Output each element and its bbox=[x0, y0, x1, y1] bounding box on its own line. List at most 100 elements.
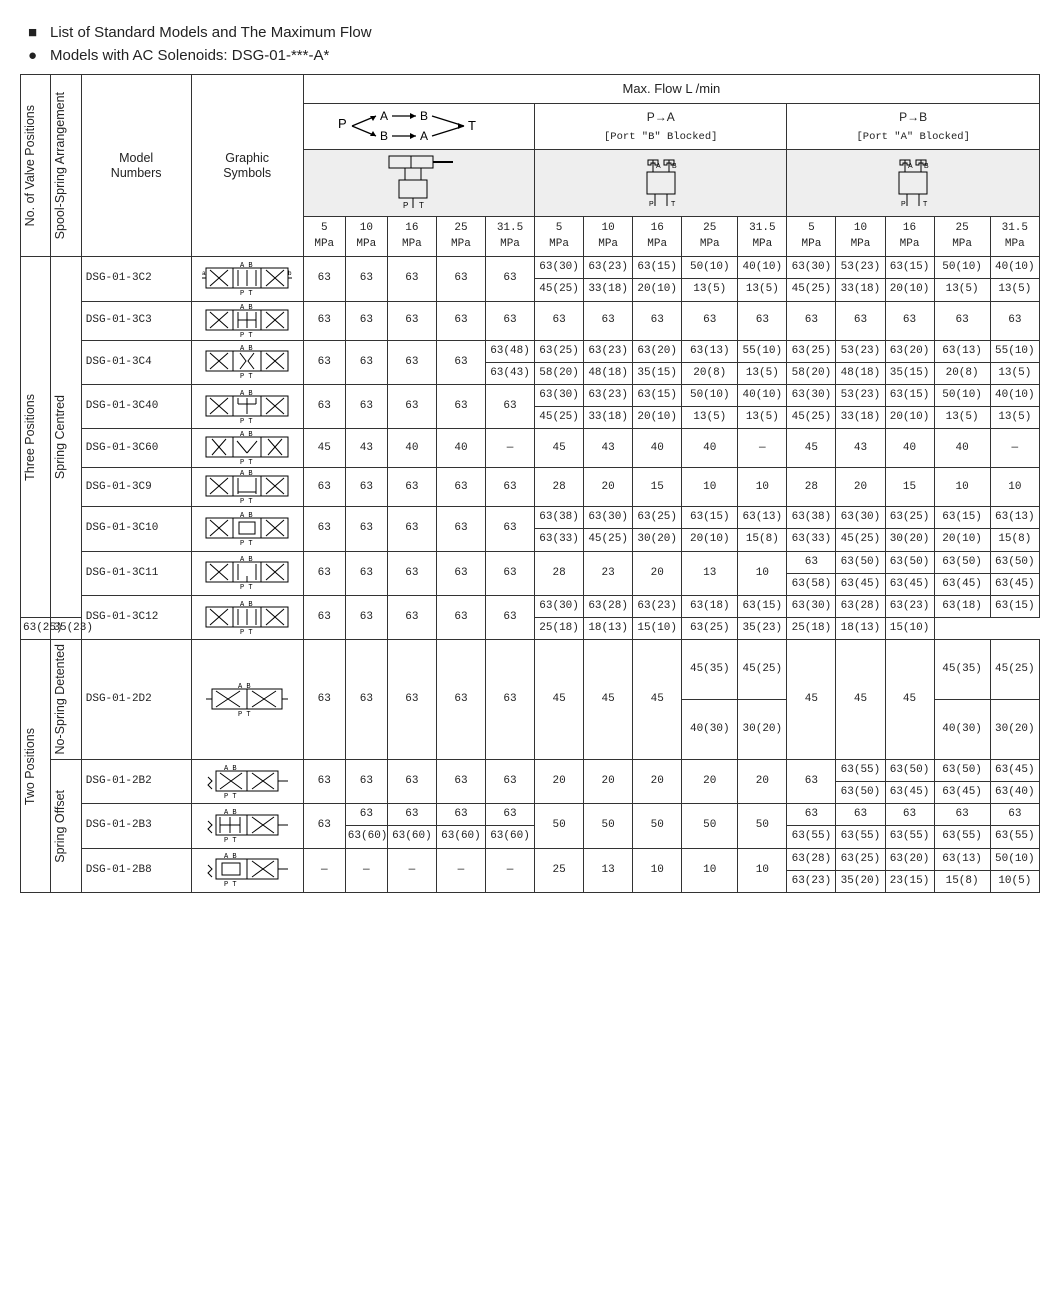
cell: 63 bbox=[787, 759, 836, 803]
hdr-pressure: 5MPa bbox=[787, 217, 836, 257]
svg-text:A: A bbox=[908, 163, 913, 170]
arrow-diagram-icon: P A B B A T bbox=[334, 108, 504, 144]
cell: 13(5) bbox=[738, 407, 787, 429]
cell: 63 bbox=[345, 468, 387, 507]
cell: 13(5) bbox=[990, 362, 1039, 384]
cell: 63 bbox=[485, 596, 534, 640]
table-row: DSG-01-3C10 A BP T 6363636363 63(38)63(3… bbox=[21, 507, 1040, 529]
cell: 63(45) bbox=[990, 759, 1039, 781]
cell: 15 bbox=[885, 468, 934, 507]
graphic-symbol: A BP T bbox=[191, 848, 303, 892]
cell: 20 bbox=[584, 468, 633, 507]
svg-text:P: P bbox=[649, 201, 654, 208]
cell: — bbox=[738, 429, 787, 468]
svg-text:P T: P T bbox=[240, 290, 253, 296]
cell: 43 bbox=[836, 429, 885, 468]
svg-text:T: T bbox=[468, 118, 476, 133]
graphic-symbol: A BP T bbox=[191, 596, 303, 640]
cell: 63(25) bbox=[885, 507, 934, 529]
cell: 63 bbox=[738, 301, 787, 340]
cell: — bbox=[990, 429, 1039, 468]
svg-text:A: A bbox=[380, 109, 388, 123]
flow-table: No. of Valve Positions Spool-Spring Arra… bbox=[20, 74, 1040, 893]
cell: 63(23) bbox=[885, 596, 934, 618]
cell: — bbox=[485, 848, 534, 892]
table-row: Spring Offset DSG-01-2B2 A BP T 63636363… bbox=[21, 759, 1040, 781]
cell: 63 bbox=[387, 759, 436, 803]
cell: 20 bbox=[633, 759, 682, 803]
cell: 63(30) bbox=[787, 384, 836, 406]
table-row: DSG-01-3C60 A BP T 45434040— 45434040— 4… bbox=[21, 429, 1040, 468]
cell: 45 bbox=[535, 429, 584, 468]
cell: 45(25) bbox=[535, 279, 584, 301]
cell: 63 bbox=[485, 257, 534, 301]
cell: 63(23) bbox=[633, 596, 682, 618]
valve-symbol-icon: A BP T bbox=[202, 853, 292, 887]
cell: 63 bbox=[436, 301, 485, 340]
cell: 20(10) bbox=[682, 529, 738, 551]
svg-text:T: T bbox=[419, 201, 424, 210]
svg-text:P T: P T bbox=[224, 793, 237, 799]
svg-text:P T: P T bbox=[240, 418, 253, 424]
cell: 50(10) bbox=[682, 257, 738, 279]
cell: 63 bbox=[485, 507, 534, 551]
cell: 63 bbox=[787, 551, 836, 573]
cell: 15 bbox=[633, 468, 682, 507]
cell: 63 bbox=[303, 340, 345, 384]
hdr-path-pabt: P A B B A T bbox=[303, 103, 534, 150]
cell: 63(55) bbox=[934, 826, 990, 848]
cell: 13(5) bbox=[934, 279, 990, 301]
table-row: Three Positions Spring Centred DSG-01-3C… bbox=[21, 257, 1040, 279]
cell: 63 bbox=[387, 804, 436, 826]
cell: 20 bbox=[836, 468, 885, 507]
svg-text:A B: A B bbox=[224, 765, 237, 773]
table-row: DSG-01-3C4 A BP T 63 63 63 63 63(48) 63(… bbox=[21, 340, 1040, 362]
cell: 20 bbox=[738, 759, 787, 803]
cell: 63(60) bbox=[387, 826, 436, 848]
cell: 25 bbox=[535, 848, 584, 892]
svg-text:A B: A B bbox=[240, 470, 253, 478]
cell: 40 bbox=[633, 429, 682, 468]
heading-models: List of Standard Models and The Maximum … bbox=[50, 24, 1040, 41]
cell: 43 bbox=[584, 429, 633, 468]
svg-text:A B: A B bbox=[240, 601, 253, 609]
cell: 50 bbox=[535, 804, 584, 848]
svg-text:B: B bbox=[420, 109, 428, 123]
grp-two-positions: Two Positions bbox=[23, 728, 38, 805]
cell: 63 bbox=[535, 301, 584, 340]
cell: 63(48) bbox=[485, 340, 534, 362]
cell: 63 bbox=[836, 804, 885, 826]
cell: 63 bbox=[485, 384, 534, 428]
cell: 10 bbox=[738, 848, 787, 892]
cell: 63 bbox=[387, 468, 436, 507]
cell: 63(50) bbox=[836, 782, 885, 804]
hdr-pressure: 10MPa bbox=[836, 217, 885, 257]
svg-text:A B: A B bbox=[240, 512, 253, 520]
cell: 63 bbox=[436, 257, 485, 301]
cell: 40 bbox=[885, 429, 934, 468]
cell: — bbox=[387, 848, 436, 892]
cell: 15(8) bbox=[738, 529, 787, 551]
svg-text:P: P bbox=[403, 201, 408, 210]
cell: 40 bbox=[682, 429, 738, 468]
model-number: DSG-01-3C40 bbox=[81, 384, 191, 428]
model-number: DSG-01-3C11 bbox=[81, 551, 191, 595]
cell: 28 bbox=[787, 468, 836, 507]
cell: 30(20) bbox=[885, 529, 934, 551]
cell: 63(18) bbox=[934, 596, 990, 618]
grp-spring-offset: Spring Offset bbox=[53, 790, 68, 863]
cell: 13(5) bbox=[990, 279, 1039, 301]
cell: 63 bbox=[485, 804, 534, 826]
graphic-symbol: A BP T bbox=[191, 640, 303, 759]
cell: 63 bbox=[345, 340, 387, 384]
cylinder-valve-icon: PT bbox=[379, 154, 459, 212]
cell: 63(15) bbox=[885, 384, 934, 406]
cell: 23 bbox=[584, 551, 633, 595]
cell: 63 bbox=[633, 301, 682, 340]
valve-symbol-icon: A BP T bbox=[202, 556, 292, 590]
cell: 63(50) bbox=[836, 551, 885, 573]
hdr-pressure: 16MPa bbox=[885, 217, 934, 257]
cell: 63(18) bbox=[682, 596, 738, 618]
hdr-icon-pabt: PT bbox=[303, 150, 534, 217]
cell: 63 bbox=[436, 759, 485, 803]
